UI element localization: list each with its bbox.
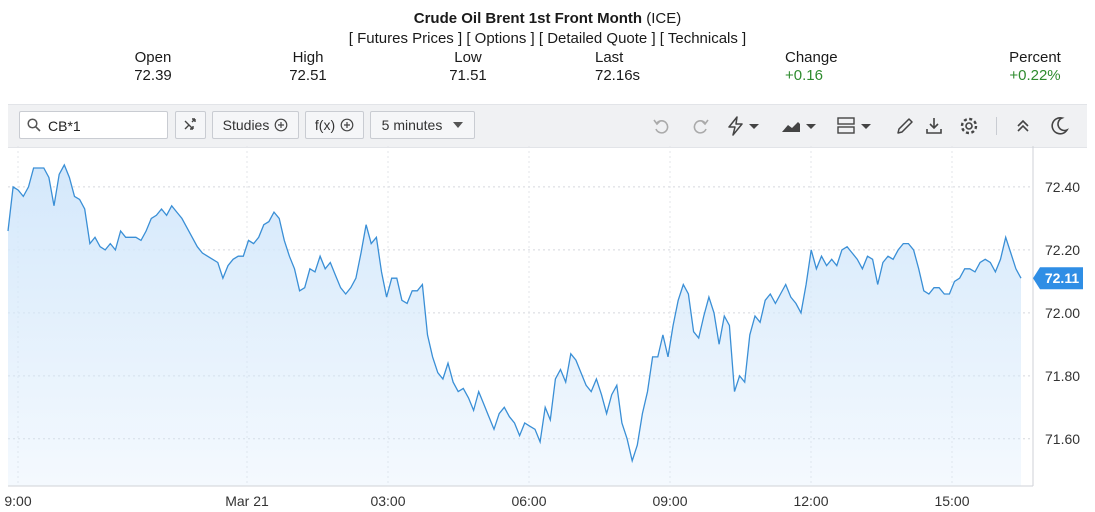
lightning-icon[interactable]	[725, 115, 763, 137]
y-tick-label: 72.20	[1045, 242, 1080, 258]
price-chart[interactable]: 72.40 72.20 72.00 71.80 71.60 9:00 Mar 21 03:0…	[0, 146, 1095, 512]
redo-icon[interactable]	[689, 115, 711, 137]
plus-circle-icon	[340, 118, 354, 132]
x-tick-label: 15:00	[934, 493, 969, 509]
gear-icon[interactable]	[958, 115, 980, 137]
interval-select[interactable]: 5 minutes	[370, 111, 475, 139]
symbol-input[interactable]	[46, 116, 165, 136]
area-chart-icon[interactable]	[780, 115, 820, 137]
moon-icon[interactable]	[1048, 115, 1070, 137]
quote-value: 71.51	[449, 67, 487, 84]
instrument-title: Crude Oil Brent 1st Front Month (ICE)	[0, 10, 1095, 27]
instrument-name: Crude Oil Brent 1st Front Month	[413, 10, 643, 27]
search-icon	[27, 118, 41, 132]
quote-links: [ Futures Prices ] [ Options ] [ Detaile…	[0, 30, 1095, 47]
quote-change: Change +0.16	[785, 49, 860, 85]
download-icon[interactable]	[923, 115, 945, 137]
last-price-badge-bg	[1033, 267, 1083, 290]
quote-value: +0.22%	[1009, 67, 1061, 84]
studies-label: Studies	[222, 117, 270, 133]
quote-low: Low 71.51	[438, 49, 498, 85]
y-tick-label: 72.00	[1045, 305, 1080, 321]
last-price-label: 72.11	[1045, 270, 1079, 286]
quote-value: 72.16s	[595, 67, 641, 84]
chevron-down-icon	[453, 122, 464, 128]
interval-label: 5 minutes	[381, 117, 443, 133]
y-tick-label: 71.60	[1045, 431, 1080, 447]
x-tick-label: 9:00	[4, 493, 31, 509]
quote-percent: Percent +0.22%	[995, 49, 1075, 85]
shuffle-icon	[184, 118, 196, 130]
functions-button[interactable]: f(x)	[305, 111, 364, 139]
quote-value: 72.39	[134, 67, 172, 84]
x-axis: 9:00 Mar 21 03:00 06:00 09:00 12:00 15:00	[4, 493, 969, 509]
compare-button[interactable]	[175, 111, 206, 139]
quote-label: Percent	[1009, 49, 1061, 66]
price-area-fill	[8, 164, 1021, 486]
quote-label: Change	[785, 49, 838, 66]
toolbar-divider	[996, 117, 997, 135]
plus-circle-icon	[274, 118, 288, 132]
price-line	[7, 163, 1022, 464]
pencil-icon[interactable]	[894, 115, 916, 137]
y-tick-label: 72.40	[1045, 179, 1080, 195]
quote-last: Last 72.16s	[595, 49, 665, 85]
quote-label: Open	[134, 49, 172, 66]
quote-value: +0.16	[785, 67, 823, 84]
undo-icon[interactable]	[651, 115, 673, 137]
futures-prices-link[interactable]: [ Futures Prices ]	[348, 30, 463, 47]
quote-label: High	[292, 49, 324, 66]
functions-label: f(x)	[314, 117, 336, 133]
symbol-search[interactable]	[19, 111, 168, 139]
x-tick-label: 03:00	[370, 493, 405, 509]
x-tick-label: 06:00	[511, 493, 546, 509]
x-tick-label: 09:00	[652, 493, 687, 509]
quote-high: High 72.51	[278, 49, 338, 85]
y-axis: 72.40 72.20 72.00 71.80 71.60	[1045, 179, 1080, 447]
studies-button[interactable]: Studies	[212, 111, 299, 139]
x-tick-label: Mar 21	[225, 493, 269, 509]
y-tick-label: 71.80	[1045, 368, 1080, 384]
layout-icon[interactable]	[835, 115, 875, 137]
x-tick-label: 12:00	[793, 493, 828, 509]
chart-toolbar: Studies f(x) 5 minutes	[8, 104, 1087, 148]
options-link[interactable]: [ Options ]	[466, 30, 535, 47]
quote-label: Low	[454, 49, 482, 66]
collapse-icon[interactable]	[1012, 115, 1034, 137]
exchange-label: (ICE)	[646, 10, 682, 27]
technicals-link[interactable]: [ Technicals ]	[659, 30, 747, 47]
quote-open: Open 72.39	[123, 49, 183, 85]
detailed-quote-link[interactable]: [ Detailed Quote ]	[538, 30, 656, 47]
quote-value: 72.51	[289, 67, 327, 84]
quote-label: Last	[595, 49, 624, 66]
last-price-badge: 72.11	[1033, 267, 1083, 290]
